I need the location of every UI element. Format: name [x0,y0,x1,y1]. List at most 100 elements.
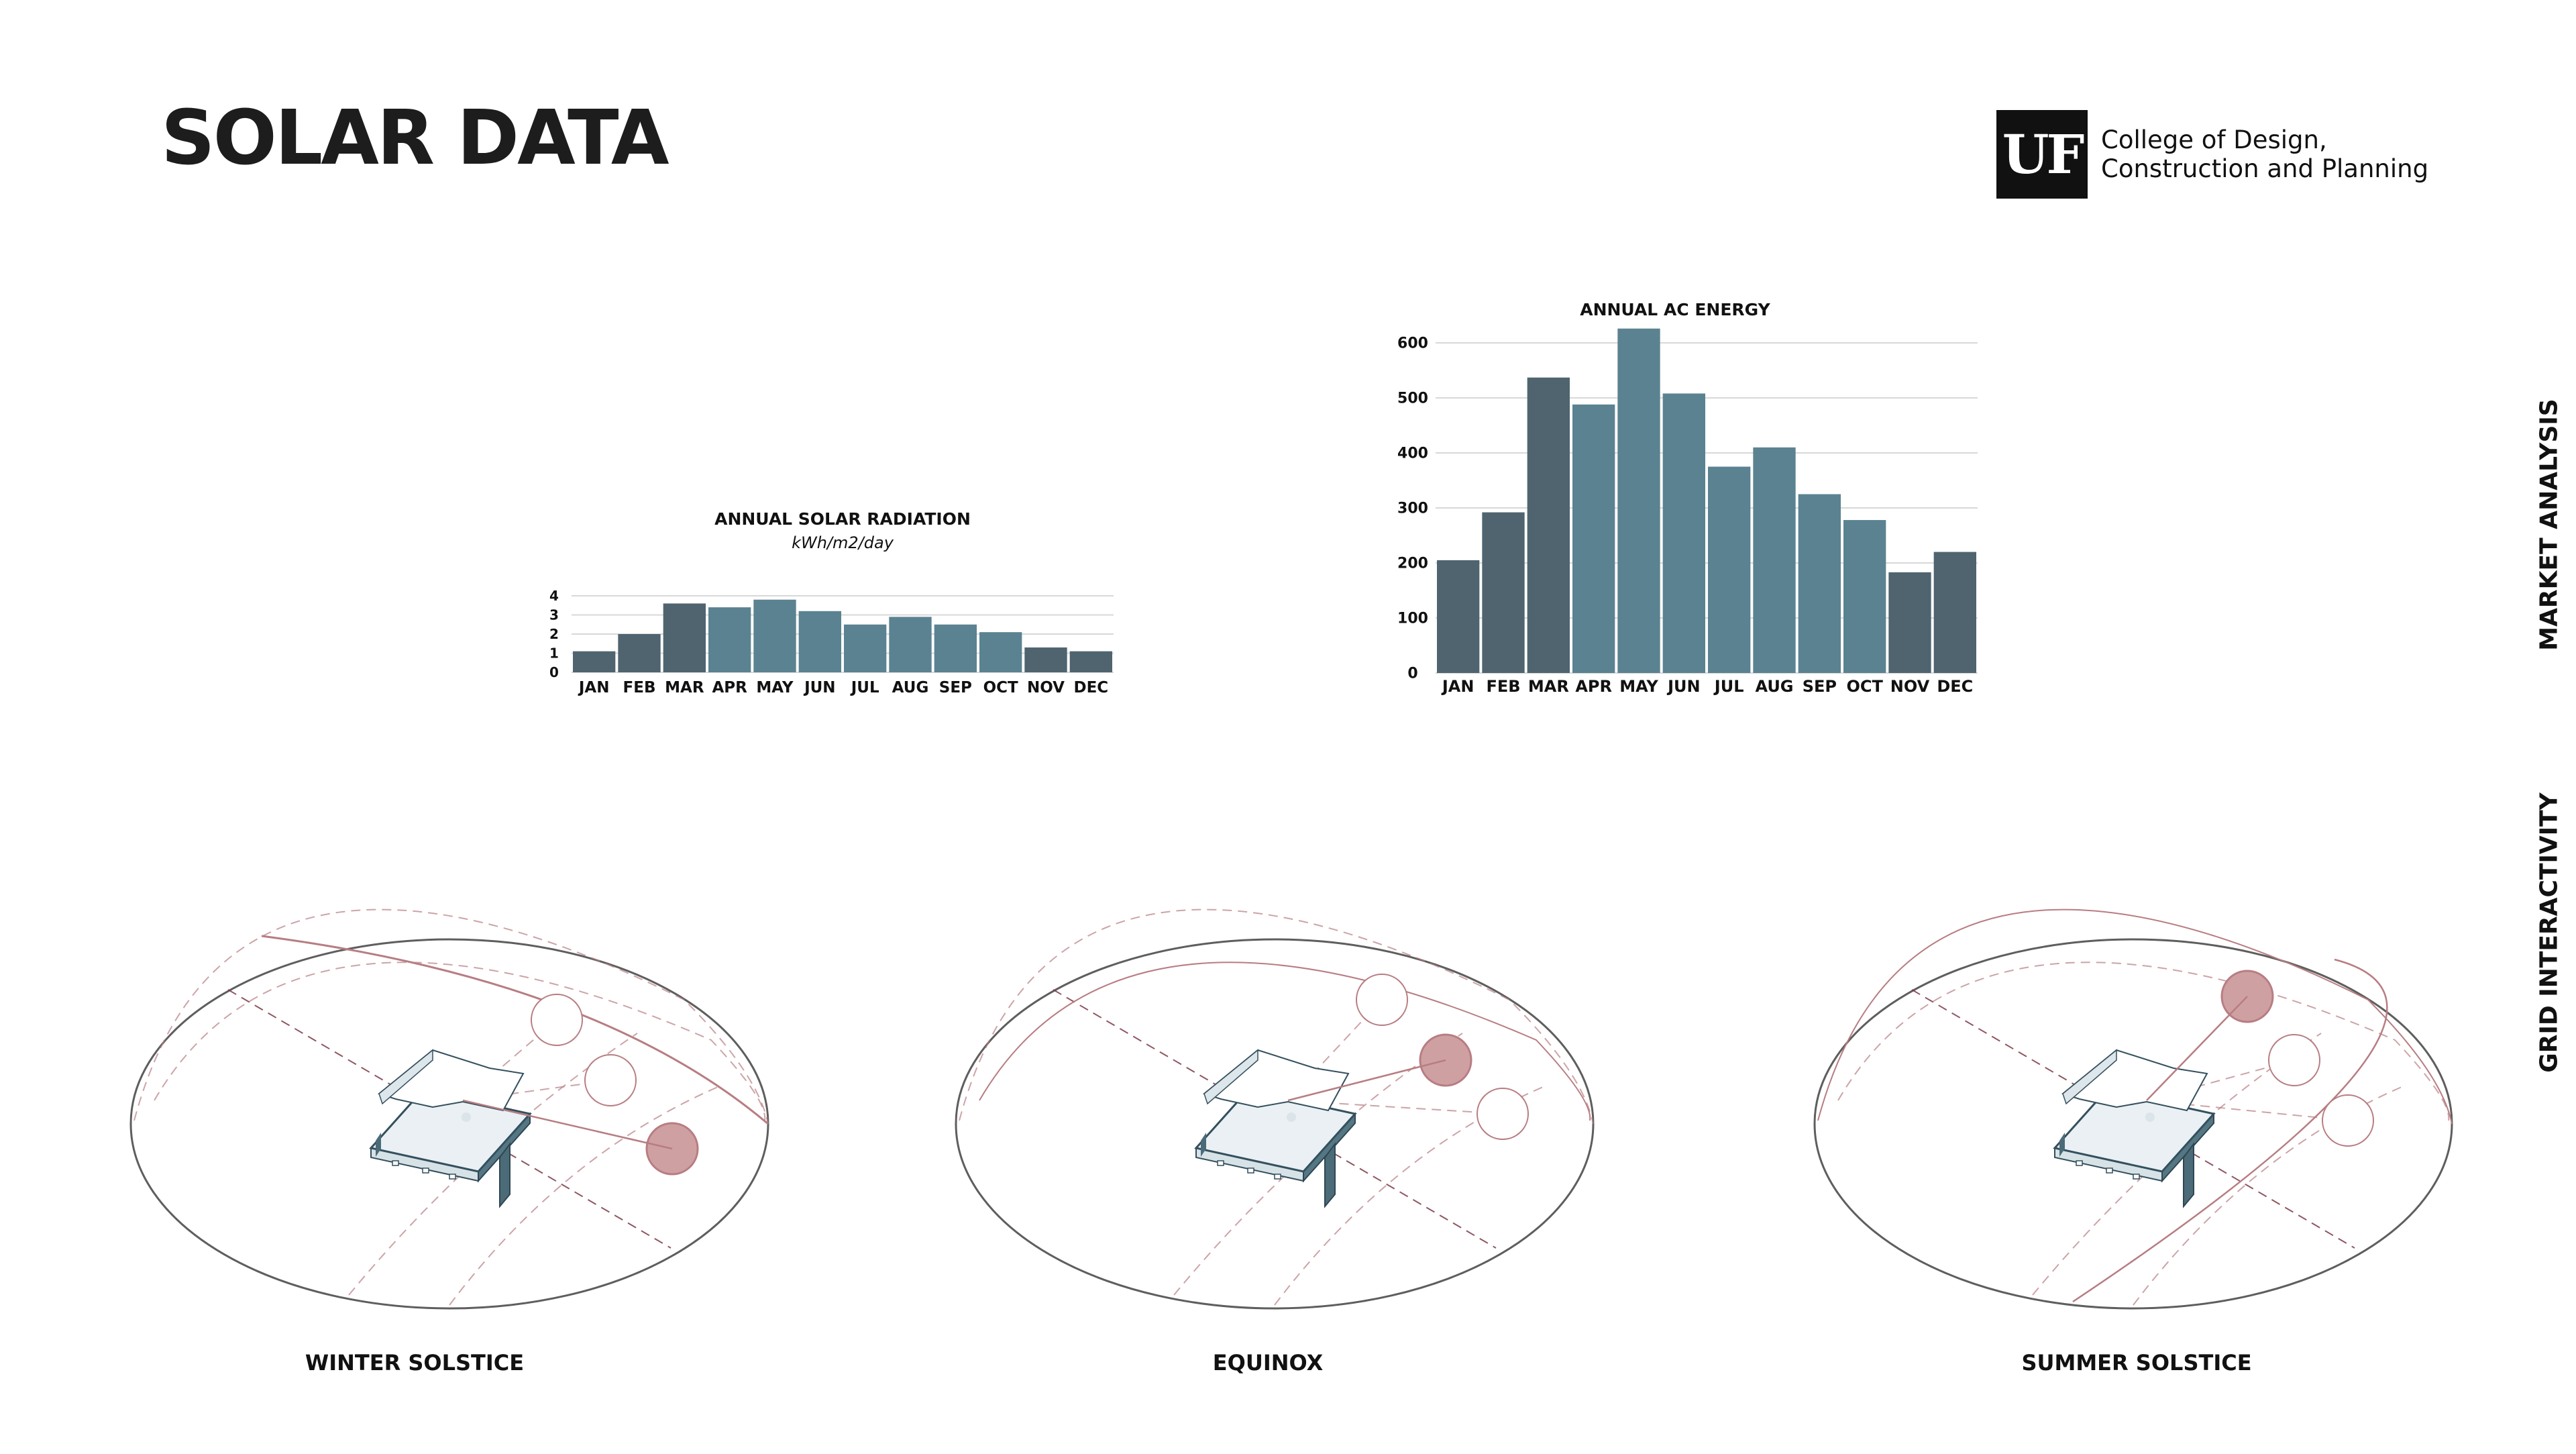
axis-line [1053,989,1497,1249]
uf-logo: UF College of Design, Construction and P… [1996,110,2428,199]
sun-ray [2146,1100,2349,1121]
sun-outline [2268,1034,2320,1086]
bar-apr [1572,404,1615,673]
active-sun-ray [2146,996,2248,1101]
x-tick-label: NOV [1890,677,1930,696]
sun-outline [2322,1094,2374,1147]
diagram-label-summer: SUMMER SOLSTICE [2021,1350,2252,1375]
sun-outline [1356,974,1408,1026]
college-name-line2: Construction and Planning [2101,154,2429,183]
sun-path-arc [449,1086,718,1306]
y-tick-label: 300 [1397,501,1428,517]
bar-jan [1437,560,1480,673]
bar-oct [1843,520,1886,673]
bar-mar [1527,377,1570,673]
y-tick-label: 100 [1397,611,1428,627]
x-tick-label: AUG [1755,677,1793,696]
college-name: College of Design, Construction and Plan… [2101,125,2428,183]
sun-path-arc [133,908,769,1125]
sun-outline [584,1054,637,1106]
sun-path-arc [959,908,1594,1125]
x-tick-label: JUL [850,679,879,696]
page-title: SOLAR DATA [161,95,669,182]
bar-mar [663,603,706,672]
bar-apr [708,607,751,672]
x-tick-label: MAR [1528,677,1569,696]
bar-may [753,599,796,672]
x-tick-label: AUG [892,679,929,696]
x-tick-label: SEP [939,679,972,696]
y-tick-label: 400 [1397,446,1428,462]
bar-feb [1482,512,1525,673]
sun-path-diagram-winter [129,908,769,1310]
bar-dec [1069,651,1112,672]
sun-path-arc [154,962,766,1121]
x-tick-label: JUN [803,679,835,696]
y-tick-label: 3 [549,607,559,623]
x-tick-label: JUL [1713,677,1744,696]
sun-outline [531,994,583,1046]
x-tick-label: MAY [756,679,793,696]
x-tick-label: APR [712,679,747,696]
sun-path-arc [2133,1086,2402,1306]
bar-jun [1662,393,1705,673]
y-tick-label: 2 [549,626,559,642]
bar-sep [934,624,977,672]
x-tick-label: APR [1575,677,1612,696]
x-tick-label: MAR [665,679,704,696]
bar-feb [618,634,661,672]
x-tick-label: NOV [1027,679,1065,696]
bar-jul [844,624,887,672]
chart-title-0: ANNUAL SOLAR RADIATION [714,509,971,529]
diagram-label-equinox: EQUINOX [1212,1350,1324,1375]
sun-path-diagram-equinox [955,908,1595,1310]
active-sun-ray [1287,1059,1446,1102]
x-tick-label: JAN [1441,677,1474,696]
axis-line [227,989,672,1249]
active-sun-path [261,935,769,1125]
solar-radiation-chart: ANNUAL SOLAR RADIATION kWh/m2/day 0 1 2 3 4 JAN… [549,509,1114,696]
bar-jul [1708,466,1751,673]
y-tick-label: 600 [1397,335,1428,352]
bar-nov [1888,572,1931,673]
x-tick-label: JAN [578,679,610,696]
sun-outline [1477,1088,1529,1140]
active-sun-ray [462,1099,673,1150]
x-tick-label: FEB [623,679,656,696]
chart-title-1: ANNUAL AC ENERGY [1580,300,1770,319]
uf-logo-mark: UF [1996,110,2088,199]
bar-aug [889,617,932,672]
college-name-line1: College of Design, [2101,125,2327,154]
x-tick-label: DEC [1937,677,1973,696]
sun-path-arc [1817,908,2453,1125]
active-sun-path-b [2072,958,2388,1303]
y-tick-label: 4 [549,588,559,604]
bar-oct [979,632,1022,672]
bar-dec [1933,552,1976,673]
x-tick-label: FEB [1486,677,1520,696]
sun-path-arc [1274,1086,1544,1306]
side-label-grid-interactivity: GRID INTERACTIVITY [2535,792,2563,1073]
x-tick-label: OCT [983,679,1018,696]
y-tick-label: 0 [549,664,559,680]
bar-nov [1024,647,1067,672]
bar-jan [573,651,616,672]
sun-path-diagram-summer [1813,908,2453,1310]
y-tick-label: 500 [1397,391,1428,407]
y-tick-label: 1 [549,645,559,662]
diagram-label-winter: WINTER SOLSTICE [305,1350,525,1375]
x-tick-label: JUN [1666,677,1701,696]
bar-jun [798,611,841,672]
x-tick-label: SEP [1803,677,1837,696]
x-tick-label: DEC [1073,679,1108,696]
y-tick-label: 200 [1397,556,1428,572]
x-tick-label: MAY [1619,677,1658,696]
ac-energy-chart: ANNUAL AC ENERGY 0 100 200 300 400 500 600 JAN FE… [1397,300,1978,696]
sun-path-arc [979,962,1591,1121]
y-tick-label: 0 [1407,666,1417,682]
x-tick-label: OCT [1846,677,1883,696]
chart-subtitle-0: kWh/m2/day [792,533,894,552]
sun-ray [1287,1100,1503,1114]
bar-sep [1798,494,1841,673]
sun-path-arc [1837,962,2450,1121]
